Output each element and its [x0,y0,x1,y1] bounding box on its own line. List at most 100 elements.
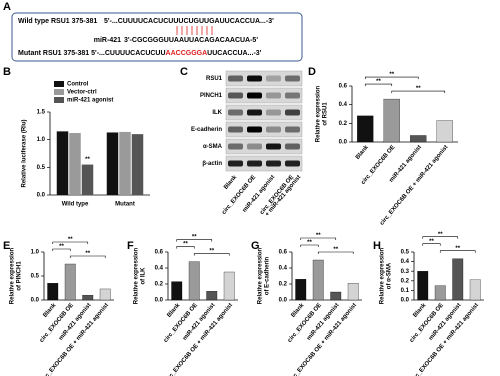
blot-band [266,160,281,167]
significance-bracket [422,236,459,239]
significance-bracket [364,83,393,87]
bar [82,295,94,301]
y-axis-label: Relative expression [10,247,16,304]
legend-label: Control [67,82,89,88]
bar [99,288,111,301]
y-axis-label: Relative expression [134,247,140,304]
bar [410,135,427,143]
y-tick-label: 0.2 [279,282,288,288]
y-axis-label: of RSU1 [323,102,329,126]
blot-band [228,143,243,150]
significance-bracket [364,76,419,80]
y-tick-label: 0.5 [31,274,40,280]
significance-bracket [193,253,230,256]
mirna-label: miR-421 [94,37,121,44]
y-axis-label: of PINCH1 [17,261,23,291]
protein-label: ILK [212,110,222,116]
panel-letter: H [373,240,381,252]
significance-bracket [52,248,71,251]
bar [171,281,183,301]
blot-band [285,109,300,116]
blot-band [285,143,300,150]
blot-strip [225,70,303,87]
protein-label: E-cadherin [191,127,222,133]
blot-band [247,160,262,167]
bar [188,261,200,301]
blot-band [266,143,281,150]
bar [295,279,307,301]
y-tick-label: 0.3 [401,269,410,275]
y-tick-label: 0.2 [155,282,164,288]
panel-letter: F [127,240,134,252]
blot-band [266,109,281,116]
significance-bracket [52,241,89,244]
mutant-label: Mutant RSU1 375-381 [18,50,89,57]
mutant-sequence-start: 5'-...CUUUUCACUCUU [91,50,165,57]
panel-letter: C [180,66,188,78]
y-tick-label: 0.0 [339,140,348,146]
mutant-line: Mutant RSU1 375-381 5'-...CUUUUCACUCUUAA… [18,50,262,57]
y-tick-label: 0.6 [155,250,164,256]
significance-label: ** [376,79,381,85]
blot-band [266,75,281,82]
significance-bracket [317,251,354,254]
significance-label: ** [209,249,214,255]
pairing-lines [176,26,213,35]
panel-letter: A [3,1,11,13]
annotation: ** [85,157,90,163]
y-axis-label: Relative expression [316,85,322,142]
y-tick-label: 0.5 [401,250,410,256]
bar [434,285,446,301]
legend-swatch [54,89,64,95]
panel-letter: D [308,66,316,78]
wild-type-label: Wild type RSU1 375-381 [18,18,97,25]
y-axis-label: of E-cadherin [265,256,271,295]
legend-label: Vector-ctrl [67,90,97,96]
blot-band [266,126,281,133]
y-axis-label: Relative expression [380,247,386,304]
blot-band [247,126,262,133]
blot-band [228,92,243,99]
blot-band [266,92,281,99]
significance-bracket [300,237,337,240]
blot-band [228,160,243,167]
significance-bracket [439,250,476,253]
blot-band [285,160,300,167]
bar [223,271,235,301]
blot-band [247,75,262,82]
x-tick-label: Wild type [62,202,89,208]
protein-label: RSU1 [206,76,223,82]
bar [417,271,429,301]
mutant-sequence-mutation: AACCGGGA [166,50,208,57]
bar [357,115,374,143]
bar [436,120,453,143]
y-axis-label: Relative expression [258,247,264,304]
y-tick-label: 0.2 [339,121,348,127]
significance-label: ** [59,244,64,250]
y-tick-label: 1.0 [37,137,46,143]
significance-label: ** [183,242,188,248]
bar [469,279,481,301]
y-tick-label: 0.2 [401,278,410,284]
y-tick-label: 0.6 [339,84,348,90]
significance-label: ** [307,240,312,246]
legend-swatch [54,97,64,103]
significance-bracket [69,255,106,258]
panel-letter: G [251,240,260,252]
bar [330,291,342,301]
significance-label: ** [389,72,394,78]
y-tick-label: 0.4 [155,266,164,272]
bar [119,131,131,195]
significance-label: ** [438,232,443,238]
significance-bracket [391,90,446,94]
legend-label: miR-421 agonist [67,98,113,104]
y-axis-label: of ILK [141,267,147,285]
mutant-sequence-end: UUCACCUA...-3' [207,50,262,57]
significance-bracket [300,244,319,247]
panel-letter: E [3,240,10,252]
protein-label: PINCH1 [200,93,223,99]
blot-band [247,92,262,99]
significance-label: ** [333,247,338,253]
significance-bracket [176,239,213,242]
